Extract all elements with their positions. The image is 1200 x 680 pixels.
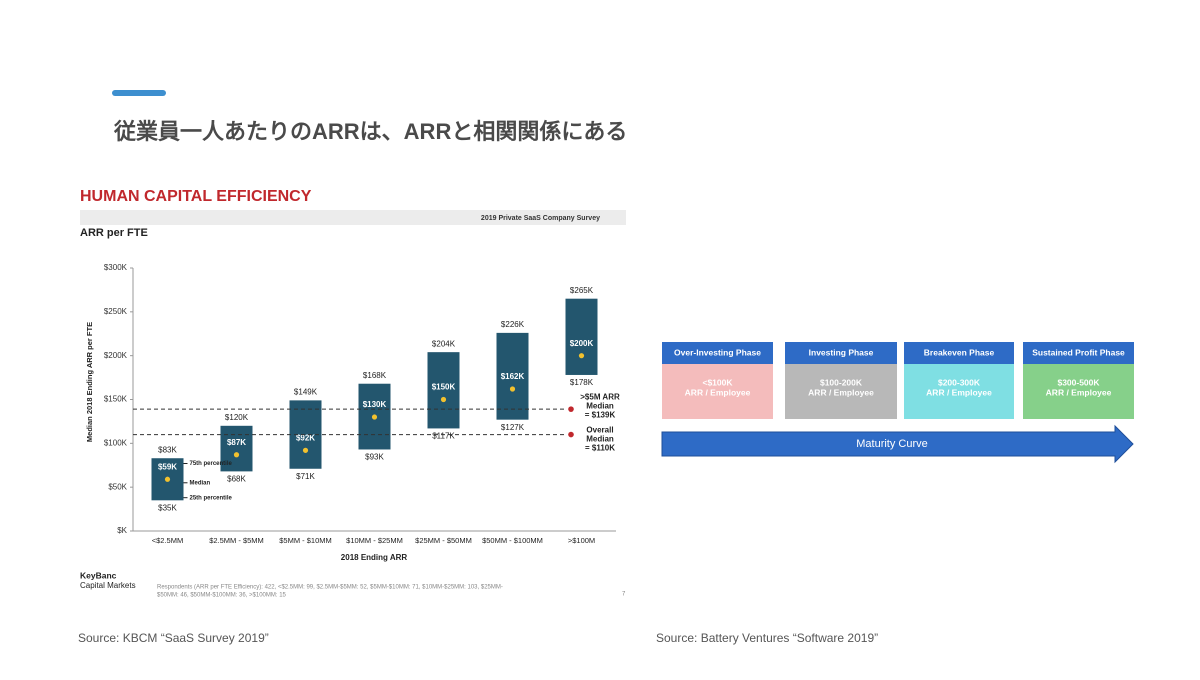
phase-unit: ARR / Employee	[1046, 387, 1112, 397]
median-dot	[578, 353, 585, 359]
y-tick-label: $300K	[104, 263, 128, 272]
y-tick-label: $150K	[104, 395, 128, 404]
phase-name: Over-Investing Phase	[674, 347, 761, 357]
bar-top-label: $265K	[570, 286, 594, 295]
chart-subtitle: ARR per FTE	[80, 227, 148, 239]
x-tick-label: $2.5MM - $5MM	[209, 536, 264, 545]
x-axis-title: 2018 Ending ARR	[341, 553, 408, 562]
source: Source: KBCM “SaaS Survey 2019”	[78, 631, 269, 645]
phase-box	[1023, 364, 1134, 419]
median-label: $87K	[227, 438, 246, 447]
range-bar	[427, 352, 460, 429]
footnote: $50MM: 46, $50MM-$100MM: 36, >$100MM: 15	[157, 593, 287, 599]
x-tick-label: <$2.5MM	[152, 536, 183, 545]
median-label: $59K	[158, 462, 177, 471]
phase-unit: ARR / Employee	[685, 387, 751, 397]
median-dot	[302, 447, 309, 453]
bar-bottom-label: $68K	[227, 474, 246, 483]
reference-label: Median	[586, 435, 614, 444]
survey-band	[80, 210, 626, 225]
brand: KeyBanc	[80, 570, 117, 580]
bar-bottom-label: $93K	[365, 453, 384, 462]
x-tick-label: $50MM - $100MM	[482, 536, 543, 545]
y-tick-label: $250K	[104, 307, 128, 316]
phase-box	[662, 364, 773, 419]
median-dot	[440, 396, 447, 403]
median-label: $200K	[570, 339, 594, 348]
reference-label: = $139K	[585, 410, 616, 419]
x-tick-label: >$100M	[568, 536, 595, 545]
median-label: $92K	[296, 433, 315, 442]
median-label: $130K	[363, 400, 387, 409]
bar-top-label: $83K	[158, 445, 177, 454]
phase-name: Sustained Profit Phase	[1032, 347, 1125, 357]
x-tick-label: $25MM - $50MM	[415, 536, 472, 545]
median-dot	[509, 386, 516, 392]
bar-top-label: $168K	[363, 371, 387, 380]
bar-top-label: $204K	[432, 339, 456, 348]
legend-label: 25th percentile	[190, 495, 233, 501]
phase-box	[785, 364, 897, 419]
range-bar	[220, 425, 253, 472]
reference-label: Overall	[586, 426, 613, 435]
y-tick-label: $K	[117, 526, 127, 535]
chart-title: HUMAN CAPITAL EFFICIENCY	[80, 188, 312, 205]
brand: Capital Markets	[80, 581, 136, 590]
survey-label: 2019 Private SaaS Company Survey	[481, 215, 600, 222]
median-label: $150K	[432, 383, 456, 392]
median-dot	[164, 476, 171, 482]
phase-header	[662, 342, 773, 364]
arrow-label: Maturity Curve	[856, 438, 928, 450]
reference-dot	[568, 431, 574, 438]
x-tick-label: $5MM - $10MM	[279, 536, 332, 545]
bar-bottom-label: $127K	[501, 423, 525, 432]
bar-bottom-label: $117K	[432, 432, 455, 441]
phase-range: $100-200K	[820, 377, 863, 387]
median-dot	[371, 414, 378, 420]
phase-range: $200-300K	[938, 377, 981, 387]
footnote: Respondents (ARR per FTE Efficiency): 42…	[157, 585, 503, 591]
phase-unit: ARR / Employee	[808, 387, 874, 397]
bar-top-label: $149K	[294, 387, 318, 396]
bar-bottom-label: $178K	[570, 378, 594, 387]
x-tick-label: $10MM - $25MM	[346, 536, 403, 545]
maturity-arrow	[661, 424, 1134, 464]
phase-name: Investing Phase	[809, 347, 874, 357]
reference-label: >$5M ARR	[580, 392, 620, 401]
y-tick-label: $50K	[108, 482, 127, 491]
phase-box	[904, 364, 1014, 419]
slide-title: 従業員一人あたりのARRは、ARRと相関関係にある	[113, 119, 627, 144]
phase-name: Breakeven Phase	[924, 347, 995, 357]
range-bar	[496, 332, 529, 420]
bar-top-label: $226K	[501, 320, 525, 329]
y-tick-label: $100K	[104, 438, 128, 447]
phase-range: $300-500K	[1057, 377, 1100, 387]
reference-dot	[568, 406, 574, 412]
median-dot	[233, 452, 240, 458]
legend-label: 75th percentile	[190, 461, 233, 467]
range-bar	[565, 298, 598, 375]
source: Source: Battery Ventures “Software 2019”	[656, 631, 878, 645]
y-axis-title: Median 2018 Ending ARR per FTE	[85, 322, 94, 442]
median-label: $162K	[501, 372, 525, 381]
phase-range: <$100K	[702, 377, 733, 387]
y-tick-label: $200K	[104, 351, 128, 360]
bar-top-label: $120K	[225, 413, 249, 422]
page-number: 7	[622, 592, 626, 598]
phase-header	[1023, 342, 1134, 364]
reference-label: = $110K	[585, 444, 615, 453]
phase-header	[904, 342, 1014, 364]
bar-bottom-label: $35K	[158, 503, 177, 512]
legend-label: Median	[190, 480, 211, 486]
phase-header	[785, 342, 897, 364]
phase-unit: ARR / Employee	[926, 387, 992, 397]
accent-bar	[112, 90, 166, 96]
reference-label: Median	[586, 401, 614, 410]
bar-bottom-label: $71K	[296, 472, 315, 481]
